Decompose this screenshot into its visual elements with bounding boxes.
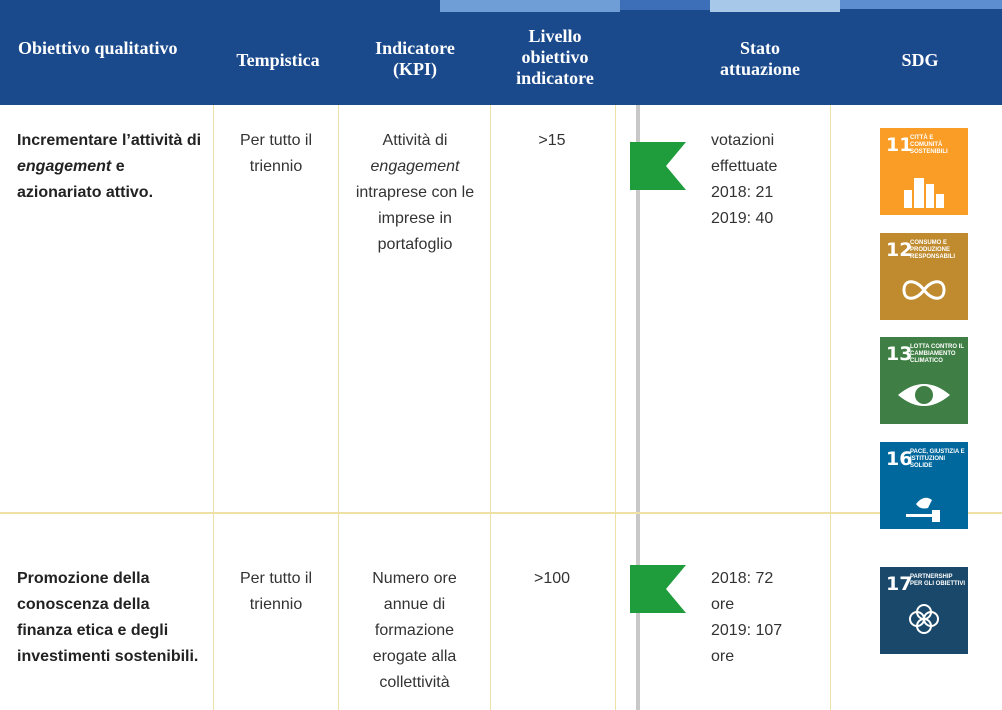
- text: intraprese con le imprese in portafoglio: [355, 184, 475, 253]
- row-divider: [0, 512, 1002, 514]
- sdg-number: 17: [886, 573, 913, 595]
- target: >100: [533, 570, 571, 587]
- sdg-label: PARTNERSHIP PER GLI OBIETTIVI: [910, 574, 966, 587]
- timeline: [636, 105, 640, 710]
- sdg-label: CONSUMO E PRODUZIONE RESPONSABILI: [910, 240, 956, 260]
- column-divider: [338, 105, 339, 710]
- header-decoration: [440, 0, 1002, 12]
- header-bar: [0, 0, 1002, 105]
- text: votazioni effettuate: [711, 132, 778, 175]
- text: Incrementare l’attività di: [17, 132, 202, 149]
- text: 2019: 40: [711, 210, 774, 227]
- sdg-icon: 17 PARTNERSHIP PER GLI OBIETTIVI: [880, 567, 968, 654]
- text: 2018: 21: [711, 184, 774, 201]
- timing: Per tutto il triennio: [239, 132, 313, 175]
- sdg-label: CITTÀ E COMUNITÀ SOSTENIBILI: [910, 135, 948, 155]
- status-flag: [630, 565, 686, 613]
- text: engagement: [370, 158, 460, 175]
- sdg-icon: 13 LOTTA CONTRO IL CAMBIAMENTO CLIMATICO: [880, 337, 968, 424]
- sdg-number: 12: [886, 239, 913, 261]
- sdg-label: PACE, GIUSTIZIA E ISTITUZIONI SOLIDE: [910, 449, 965, 469]
- objective: Incrementare l’attività di engagement e …: [17, 128, 202, 206]
- text: e azionariato attivo.: [17, 158, 154, 201]
- column-divider: [490, 105, 491, 710]
- kpi: Numero ore annue di formazione erogate a…: [372, 570, 457, 691]
- sdg-number: 11: [886, 134, 913, 156]
- sdg-label: LOTTA CONTRO IL CAMBIAMENTO CLIMATICO: [910, 344, 964, 364]
- kpi: Attività di engagement intraprese con le …: [345, 128, 485, 258]
- header-cell: SDG: [901, 50, 939, 70]
- timing: Per tutto il triennio: [239, 570, 313, 613]
- text: 2019: 107 ore: [711, 622, 783, 665]
- column-divider: [213, 105, 214, 710]
- sdg-icon: 16 PACE, GIUSTIZIA E ISTITUZIONI SOLIDE: [880, 442, 968, 529]
- target: >15: [538, 132, 566, 149]
- text: 2018: 72 ore: [711, 570, 774, 613]
- text: Attività di: [382, 132, 448, 149]
- status: votazioni effettuate 2018: 21 2019: 40: [711, 128, 806, 232]
- sdg-number: 13: [886, 343, 913, 365]
- sdg-icon: 12 CONSUMO E PRODUZIONE RESPONSABILI: [880, 233, 968, 320]
- header-cell: Livello obiettivo indicatore: [516, 26, 594, 88]
- sdg-number: 16: [886, 448, 913, 470]
- status-flag: [630, 142, 686, 190]
- header-cell: Obiettivo qualitativo: [18, 38, 178, 58]
- header-cell: Indicatore (KPI): [375, 38, 455, 79]
- text: engagement: [17, 158, 112, 175]
- column-divider: [615, 105, 616, 710]
- status: 2018: 72 ore 2019: 107 ore: [711, 566, 791, 670]
- sdg-icon: 11 CITTÀ E COMUNITÀ SOSTENIBILI: [880, 128, 968, 215]
- column-divider: [830, 105, 831, 710]
- header-cell: Stato attuazione: [720, 38, 800, 79]
- header-cell: Tempistica: [236, 50, 320, 70]
- objective: Promozione della conoscenza della finanz…: [17, 570, 199, 665]
